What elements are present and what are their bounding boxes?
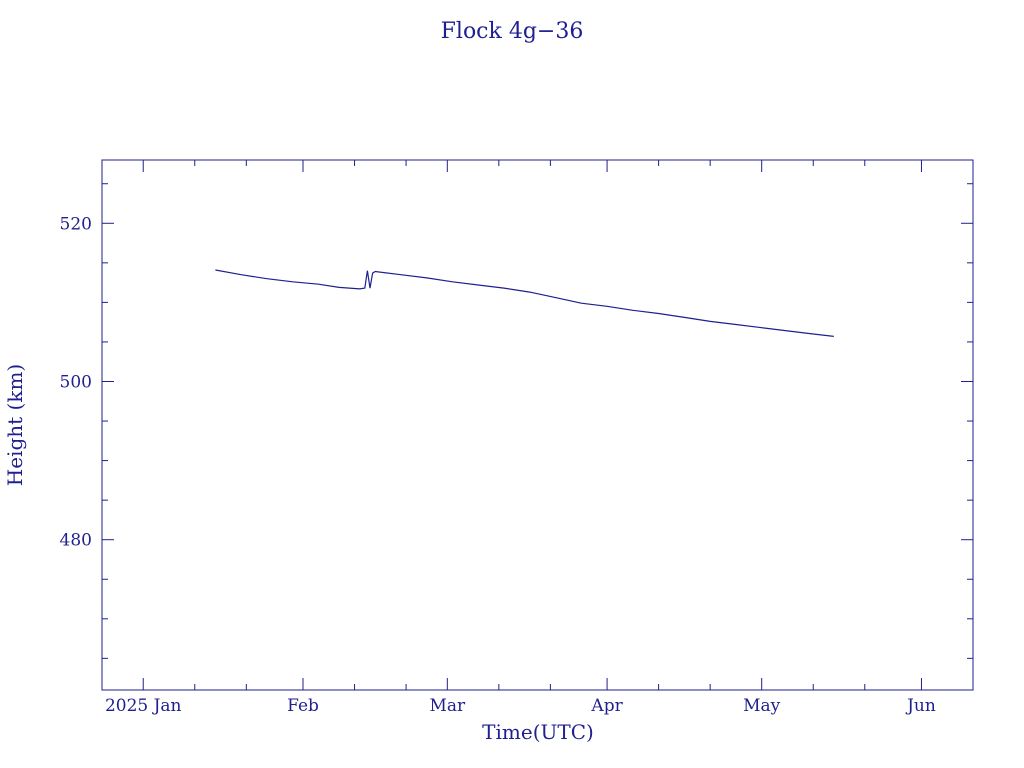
plot-frame xyxy=(101,159,974,691)
y-tick-label: 500 xyxy=(60,372,92,392)
chart-title: Flock 4g−36 xyxy=(441,19,584,44)
x-tick-label: Jun xyxy=(905,696,936,716)
tick-labels: 480 500 520 2025 Jan Feb Mar Apr May Jun xyxy=(60,214,936,716)
y-tick-label: 480 xyxy=(60,531,92,551)
x-tick-label: May xyxy=(743,696,781,716)
height-series-line xyxy=(215,269,834,337)
y-tick-label: 520 xyxy=(60,214,92,234)
x-tick-label: Feb xyxy=(287,696,319,716)
x-tick-label: Apr xyxy=(590,696,623,716)
y-axis-label: Height (km) xyxy=(3,364,27,486)
x-axis-label: Time(UTC) xyxy=(482,720,594,744)
x-tick-label: Mar xyxy=(429,696,466,716)
tick-marks xyxy=(102,160,973,690)
x-tick-label: 2025 Jan xyxy=(105,696,182,716)
